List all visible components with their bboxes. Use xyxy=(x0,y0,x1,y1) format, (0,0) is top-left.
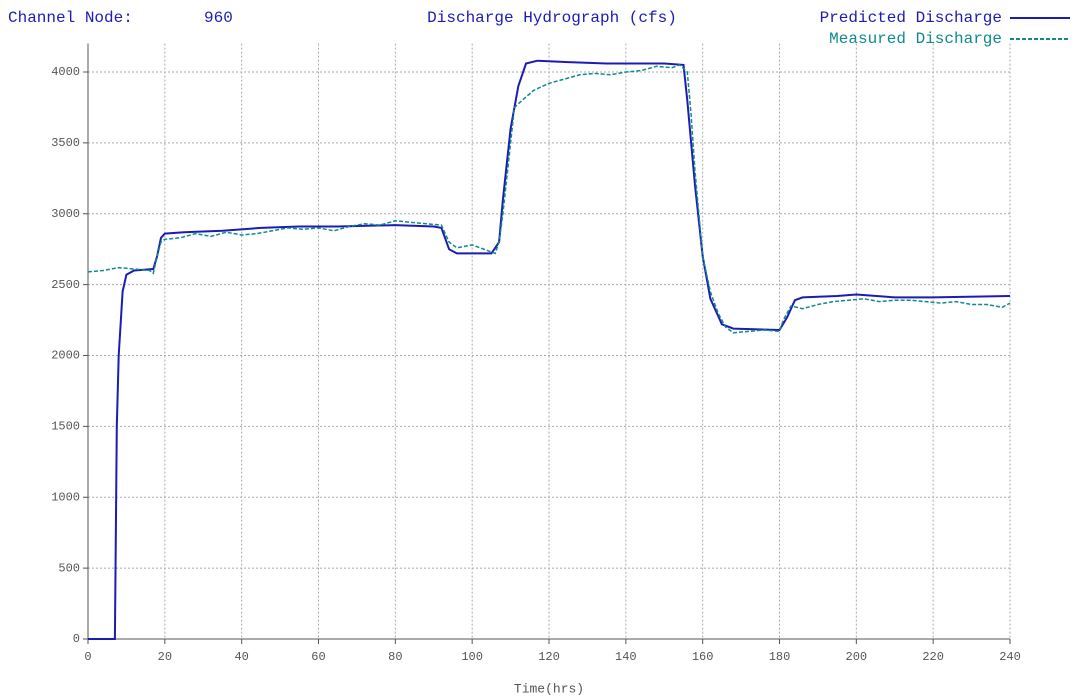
y-tick-label: 1000 xyxy=(51,490,80,504)
y-tick-label: 0 xyxy=(73,632,80,646)
y-tick-label: 4000 xyxy=(51,65,80,79)
channel-node-label: Channel Node: xyxy=(8,9,133,27)
x-tick-label: 120 xyxy=(538,650,560,664)
legend-label: Measured Discharge xyxy=(829,30,1002,48)
x-tick-label: 200 xyxy=(846,650,868,664)
x-tick-label: 80 xyxy=(388,650,402,664)
x-tick-label: 160 xyxy=(692,650,714,664)
x-tick-label: 140 xyxy=(615,650,637,664)
y-tick-label: 2000 xyxy=(51,349,80,363)
y-tick-label: 500 xyxy=(58,561,80,575)
y-tick-label: 2500 xyxy=(51,278,80,292)
x-tick-label: 0 xyxy=(84,650,91,664)
y-tick-label: 3500 xyxy=(51,136,80,150)
x-tick-label: 40 xyxy=(234,650,248,664)
chart-title: Discharge Hydrograph (cfs) xyxy=(427,9,677,27)
series-line xyxy=(87,64,1011,334)
legend-label: Predicted Discharge xyxy=(820,9,1002,27)
x-tick-label: 220 xyxy=(922,650,944,664)
x-tick-label: 180 xyxy=(769,650,791,664)
x-axis-label: Time(hrs) xyxy=(514,681,584,696)
x-tick-label: 20 xyxy=(158,650,172,664)
x-tick-label: 60 xyxy=(311,650,325,664)
y-tick-label: 1500 xyxy=(51,420,80,434)
y-tick-label: 3000 xyxy=(51,207,80,221)
x-tick-label: 100 xyxy=(461,650,483,664)
x-tick-label: 240 xyxy=(999,650,1021,664)
channel-node: 960 xyxy=(204,9,233,27)
